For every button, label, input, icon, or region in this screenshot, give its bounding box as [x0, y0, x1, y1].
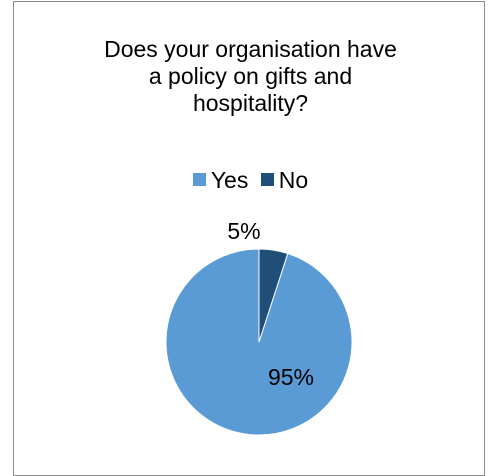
- legend-swatch-yes: [192, 173, 206, 186]
- chart-legend: Yes No: [0, 164, 501, 194]
- legend-item-no: No: [260, 166, 309, 194]
- pie-slice-no: [258, 248, 289, 343]
- chart-title-line-3: hospitality?: [192, 90, 309, 116]
- chart-title: Does your organisation have a policy on …: [0, 36, 501, 117]
- data-label-no: 5%: [227, 218, 260, 244]
- legend-label-no: No: [278, 166, 309, 193]
- data-label-yes: 95%: [268, 364, 314, 390]
- chart-title-line-1: Does your organisation have: [104, 36, 397, 62]
- legend-item-yes: Yes: [192, 166, 249, 194]
- legend-label-yes: Yes: [210, 166, 249, 193]
- pie-slices: [165, 248, 353, 436]
- chart-title-line-2: a policy on gifts and: [148, 63, 353, 89]
- legend-swatch-no: [260, 173, 274, 186]
